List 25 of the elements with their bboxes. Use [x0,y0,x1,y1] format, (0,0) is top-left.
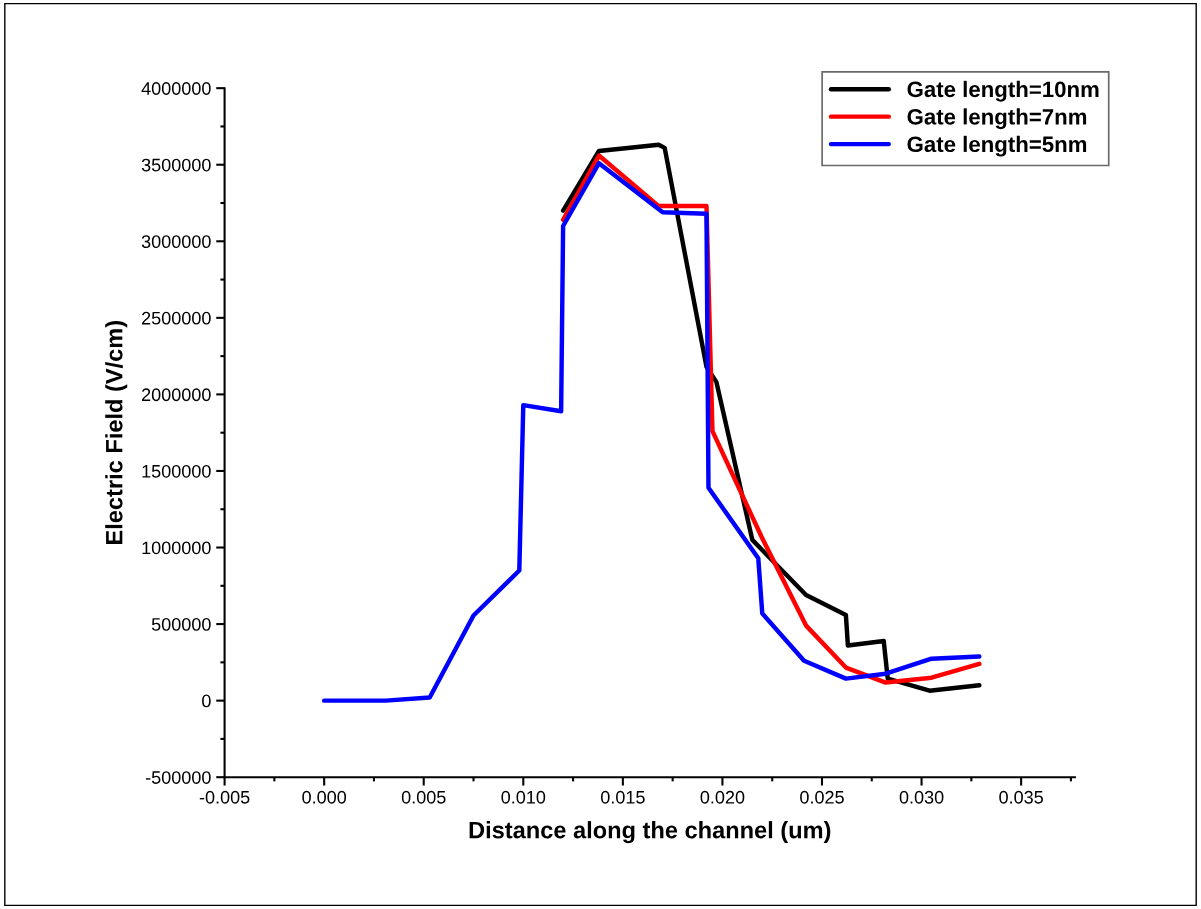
x-tick-label: -0.005 [199,790,250,804]
x-tick-label: 0.025 [800,790,844,804]
y-tick-label: 500000 [151,618,211,631]
y-tick-label: 1000000 [142,541,211,555]
y-axis-title: Electric Field (V/cm) [105,321,128,544]
y-tick-label: -500000 [145,771,211,784]
y-tick-label: 1500000 [142,464,211,478]
y-tick-label: 2000000 [142,388,211,402]
x-tick-label: 0.010 [501,790,546,804]
x-tick-label: 0.035 [999,790,1043,804]
legend-label: Gate length=7nm [907,108,1087,130]
x-tick-label: 0.005 [401,790,446,804]
line-series [321,160,982,703]
legend-label: Gate length=10nm [907,80,1099,102]
x-tick-label: 0.020 [700,790,745,804]
y-tick-label: 2500000 [142,311,211,325]
x-tick-label: 0.015 [600,790,645,804]
y-tick-label: 0 [202,694,211,708]
y-tick-label: 4000000 [141,82,211,95]
x-axis-title: Distance along the channel (um) [469,821,831,844]
x-tick-label: 0.030 [899,790,944,804]
y-tick-label: 3500000 [141,158,211,172]
y-tick-label: 3000000 [141,235,211,249]
legend-label: Gate length=5nm [907,135,1087,157]
x-tick-label: 0.000 [302,790,347,804]
